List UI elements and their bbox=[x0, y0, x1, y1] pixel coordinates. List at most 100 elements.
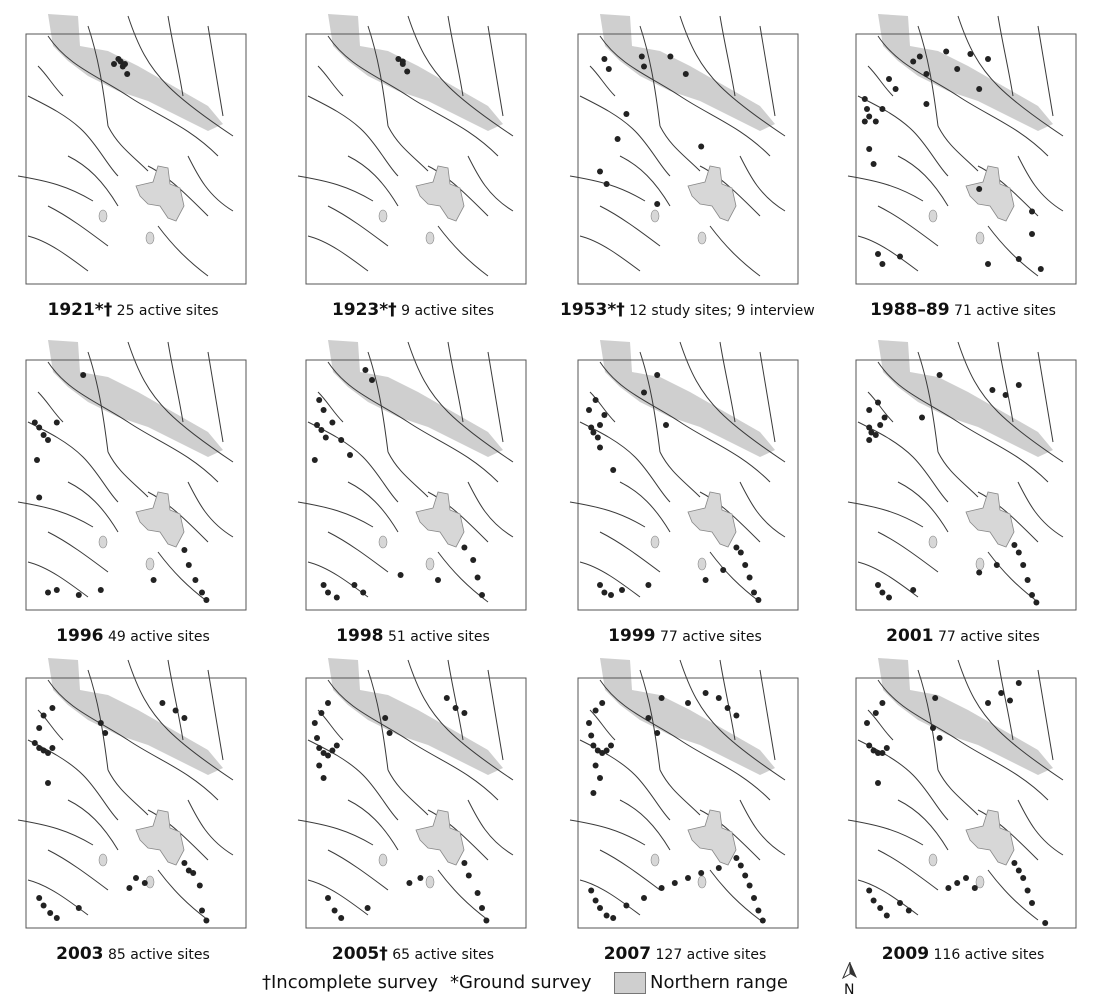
active-site-dot bbox=[150, 577, 157, 583]
active-site-dot bbox=[347, 452, 353, 458]
active-site-dot bbox=[1015, 549, 1022, 556]
active-site-dot bbox=[985, 56, 991, 62]
yellowstone-lake bbox=[135, 809, 185, 866]
active-site-dot bbox=[671, 880, 678, 886]
survey-year: 2005† bbox=[331, 944, 388, 964]
active-site-dot bbox=[619, 587, 625, 593]
active-site-dot bbox=[588, 887, 595, 894]
site-count: 65 active sites bbox=[392, 947, 495, 963]
north-arrow-icon bbox=[841, 961, 857, 980]
active-site-dot bbox=[614, 136, 621, 142]
active-site-dot bbox=[320, 407, 327, 413]
site-count: 127 active sites bbox=[655, 947, 767, 963]
river-line bbox=[47, 361, 219, 483]
river-line bbox=[447, 659, 464, 741]
active-site-dot bbox=[702, 577, 709, 583]
river-line bbox=[719, 341, 736, 423]
active-site-dot bbox=[751, 895, 757, 901]
river-line bbox=[327, 531, 389, 573]
river-line bbox=[997, 659, 1014, 741]
river-line bbox=[1037, 669, 1054, 761]
active-site-dot bbox=[75, 905, 82, 911]
survey-year: 2001 bbox=[886, 626, 934, 646]
river-line bbox=[1037, 351, 1054, 443]
panel-caption: 1996 49 active sites bbox=[8, 626, 258, 646]
active-site-dot bbox=[588, 424, 595, 431]
river-line bbox=[487, 351, 504, 443]
river-line bbox=[877, 531, 939, 573]
active-site-dot bbox=[976, 569, 983, 576]
active-site-dot bbox=[967, 51, 974, 57]
river-line bbox=[467, 799, 514, 856]
river-line bbox=[387, 451, 429, 498]
small-lake bbox=[975, 875, 985, 889]
river-line bbox=[207, 669, 224, 761]
active-site-dot bbox=[877, 905, 884, 911]
active-site-dot bbox=[870, 161, 877, 167]
river-line bbox=[467, 155, 514, 212]
active-site-dot bbox=[318, 427, 325, 433]
active-site-dot bbox=[715, 865, 722, 871]
panel-caption: 2007 127 active sites bbox=[560, 944, 810, 964]
active-site-dot bbox=[192, 577, 199, 583]
river-line bbox=[37, 65, 64, 97]
park-boundary bbox=[855, 359, 1077, 611]
site-count: 116 active sites bbox=[933, 947, 1045, 963]
active-site-dot bbox=[605, 66, 612, 72]
active-site-dot bbox=[877, 422, 884, 428]
river-line bbox=[347, 155, 399, 207]
river-line bbox=[917, 351, 939, 453]
river-line bbox=[327, 849, 389, 891]
active-site-dot bbox=[397, 572, 404, 578]
river-line bbox=[759, 25, 776, 117]
river-line bbox=[367, 669, 389, 771]
active-site-dot bbox=[320, 775, 327, 781]
active-site-dot bbox=[866, 437, 873, 443]
active-site-dot bbox=[654, 201, 661, 207]
active-site-dot bbox=[36, 745, 43, 751]
river-line bbox=[107, 769, 149, 816]
park-boundary bbox=[25, 677, 247, 929]
river-line bbox=[327, 679, 499, 801]
active-site-dot bbox=[868, 429, 875, 436]
active-site-dot bbox=[461, 860, 468, 866]
river-line bbox=[599, 679, 771, 801]
active-site-dot bbox=[682, 71, 689, 77]
small-lake bbox=[697, 231, 707, 245]
river-line bbox=[1017, 799, 1064, 856]
active-site-dot bbox=[316, 762, 323, 769]
active-site-dot bbox=[916, 53, 923, 60]
river-line bbox=[327, 35, 499, 157]
active-site-dot bbox=[623, 902, 630, 909]
river-line bbox=[37, 709, 64, 741]
river-line bbox=[897, 799, 949, 851]
active-site-dot bbox=[399, 58, 406, 65]
river-line bbox=[937, 451, 979, 498]
active-site-dot bbox=[879, 589, 886, 596]
active-site-dot bbox=[203, 597, 210, 603]
active-site-dot bbox=[737, 862, 744, 869]
active-site-dot bbox=[159, 700, 166, 706]
active-site-dot bbox=[1029, 900, 1035, 906]
active-site-dot bbox=[318, 710, 325, 716]
active-site-dot bbox=[658, 695, 665, 701]
active-site-dot bbox=[80, 372, 87, 378]
river-line bbox=[877, 361, 1049, 483]
active-site-dot bbox=[338, 437, 345, 443]
active-site-dot bbox=[181, 860, 188, 866]
active-site-dot bbox=[1029, 208, 1035, 215]
river-line bbox=[107, 451, 149, 498]
river-line bbox=[867, 709, 894, 741]
survey-year: 1953*† bbox=[560, 300, 625, 320]
active-site-dot bbox=[45, 437, 51, 443]
river-line bbox=[487, 25, 504, 117]
river-line bbox=[27, 95, 119, 177]
active-site-dot bbox=[872, 118, 879, 125]
active-site-dot bbox=[40, 712, 47, 719]
small-lake bbox=[650, 853, 660, 867]
active-site-dot bbox=[479, 592, 485, 598]
active-site-dot bbox=[190, 870, 197, 876]
active-site-dot bbox=[49, 705, 56, 711]
active-site-dot bbox=[737, 549, 744, 556]
active-site-dot bbox=[866, 146, 873, 152]
